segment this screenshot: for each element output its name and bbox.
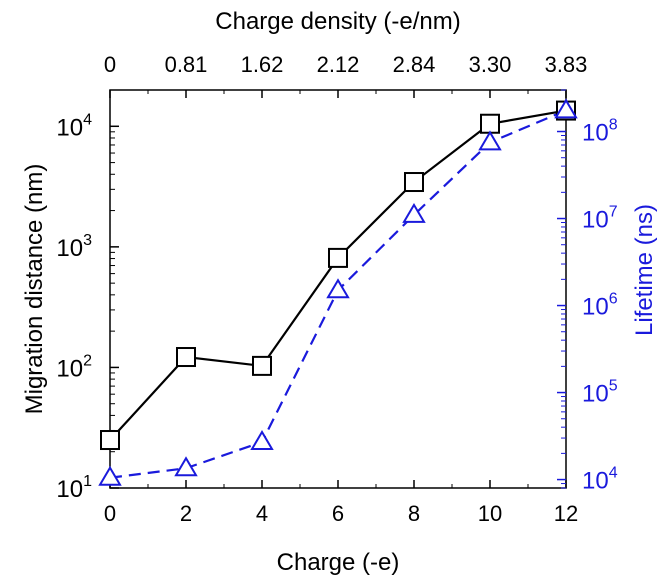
top-tick-label: 1.62 — [241, 52, 284, 77]
tick-labels: 0 0 2 0.81 4 1.62 6 2.12 8 2.84 10 3.30 12 3.83 101 102… — [56, 52, 617, 526]
left-tick-label: 102 — [56, 352, 92, 382]
right-axis-title: Lifetime (ns) — [631, 204, 658, 336]
square-marker — [176, 347, 196, 368]
top-axis-title: Charge density (-e/nm) — [215, 8, 460, 35]
triangle-marker — [326, 278, 350, 299]
square-marker — [328, 247, 348, 268]
x-tick-label: 6 — [332, 501, 344, 526]
right-tick-label: 105 — [582, 378, 618, 408]
square-marker — [252, 355, 272, 376]
triangle-marker — [554, 98, 578, 119]
top-tick-label: 3.83 — [545, 52, 588, 77]
triangle-marker — [402, 202, 426, 223]
x-tick-label: 12 — [554, 501, 578, 526]
right-tick-label: 104 — [582, 465, 618, 495]
right-tick-label: 107 — [582, 204, 618, 234]
top-tick-label: 3.30 — [469, 52, 512, 77]
x-axis-title: Charge (-e) — [277, 549, 400, 576]
series-1-line — [109, 109, 567, 441]
top-tick-label: 2.12 — [317, 52, 360, 77]
top-tick-label: 0 — [104, 52, 116, 77]
left-tick-label: 101 — [56, 473, 92, 503]
left-tick-label: 103 — [56, 232, 92, 262]
square-marker — [404, 172, 424, 193]
square-marker — [100, 430, 120, 451]
left-tick-label: 104 — [56, 111, 92, 141]
top-tick-label: 2.84 — [393, 52, 436, 77]
right-tick-label: 106 — [582, 291, 618, 321]
triangle-marker — [98, 465, 122, 486]
x-tick-label: 2 — [180, 501, 192, 526]
square-marker — [480, 113, 500, 134]
top-tick-label: 0.81 — [165, 52, 208, 77]
triangle-marker — [250, 430, 274, 451]
x-tick-label: 8 — [408, 501, 420, 526]
axis-ticks — [109, 89, 567, 489]
x-tick-label: 0 — [104, 501, 116, 526]
left-axis-title: Migration distance (nm) — [21, 164, 48, 415]
triangle-marker — [478, 130, 502, 151]
right-tick-label: 108 — [582, 117, 618, 147]
x-tick-label: 10 — [478, 501, 502, 526]
triangle-marker — [174, 456, 198, 477]
x-tick-label: 4 — [256, 501, 268, 526]
series-markers — [98, 98, 578, 486]
